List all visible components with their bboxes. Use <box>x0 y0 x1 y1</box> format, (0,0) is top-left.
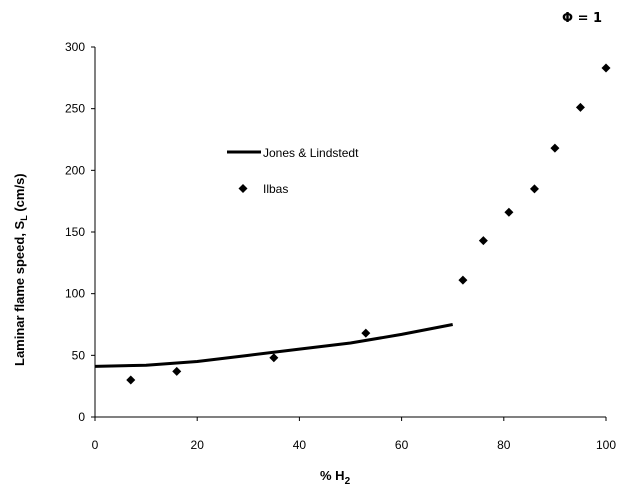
legend-diamond-swatch <box>238 184 248 193</box>
x-axis: 0 20 40 60 80 100 <box>92 416 616 452</box>
x-tick-label: 80 <box>497 438 511 452</box>
x-tick-label: 0 <box>92 438 99 452</box>
x-axis-title-main: % H <box>320 468 345 483</box>
x-tick-label: 100 <box>596 438 616 452</box>
y-ticks: 0 50 100 150 200 250 300 <box>65 40 95 424</box>
data-point-ilbas <box>575 102 585 112</box>
y-tick-label: 250 <box>65 102 85 116</box>
data-point-ilbas <box>529 184 539 194</box>
phi-annotation: Φ = 1 <box>562 11 602 26</box>
data-point-ilbas <box>126 375 136 385</box>
data-point-ilbas <box>172 366 182 376</box>
legend: Jones & Lindstedt Ilbas <box>227 146 359 196</box>
legend-label-jones-lindstedt: Jones & Lindstedt <box>263 146 359 160</box>
x-tick-label: 60 <box>395 438 409 452</box>
y-axis-title-main: Laminar flame speed, S <box>12 220 27 366</box>
data-point-ilbas <box>361 328 371 338</box>
series-layer <box>94 63 611 385</box>
y-tick-label: 150 <box>65 225 85 239</box>
y-axis: 0 50 100 150 200 250 300 <box>65 40 96 424</box>
data-point-ilbas <box>504 207 514 217</box>
y-tick-label: 50 <box>72 348 86 362</box>
y-tick-label: 200 <box>65 163 85 177</box>
y-axis-title: Laminar flame speed, SL (cm/s) <box>12 173 29 366</box>
y-tick-label: 300 <box>65 40 85 54</box>
data-point-ilbas <box>478 236 488 246</box>
data-point-ilbas <box>269 353 279 363</box>
x-ticks: 0 20 40 60 80 100 <box>92 417 616 452</box>
x-axis-title: % H2 <box>320 468 351 487</box>
data-point-ilbas <box>550 143 560 153</box>
x-tick-label: 20 <box>191 438 205 452</box>
data-point-ilbas <box>601 63 611 73</box>
series-line-jones-lindstedt <box>94 323 453 368</box>
x-axis-title-sub: 2 <box>345 476 351 487</box>
y-tick-label: 100 <box>65 287 85 301</box>
data-point-ilbas <box>458 275 468 285</box>
y-tick-label: 0 <box>78 410 85 424</box>
y-axis-title-sub: L <box>19 215 29 221</box>
x-tick-label: 40 <box>293 438 307 452</box>
y-axis-title-unit: (cm/s) <box>12 173 27 215</box>
legend-label-ilbas: Ilbas <box>263 182 288 196</box>
